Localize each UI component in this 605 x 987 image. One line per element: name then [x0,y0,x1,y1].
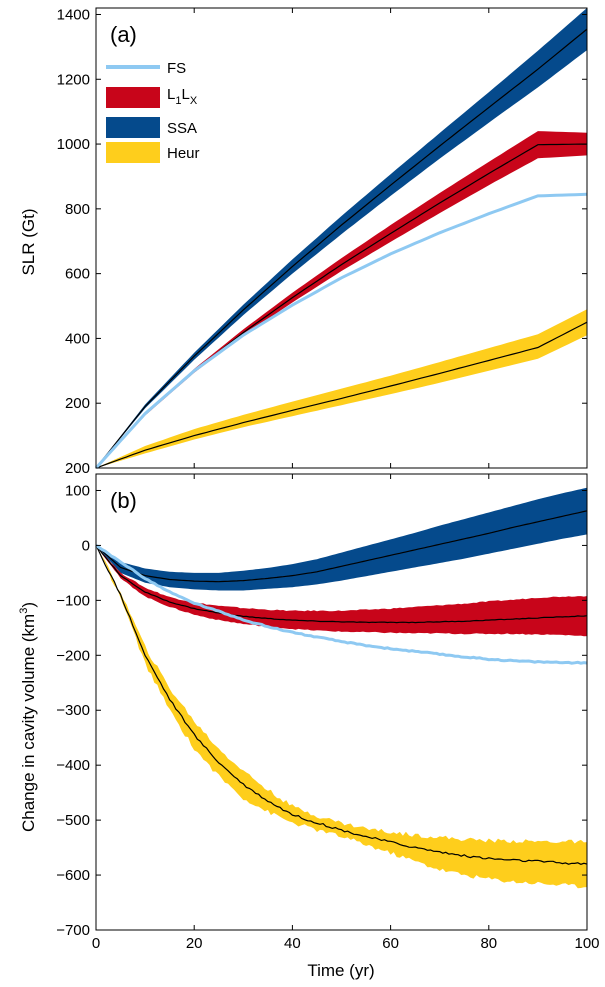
legend-l1lx-label: L1LX [167,86,198,107]
y-tick-label: 1400 [57,6,90,23]
legend-heur-swatch [106,142,160,163]
mean-line-ssa [95,28,588,469]
panel-a: 200 200 400 600 800 1000 1200 1400 (a) SLR (Gt)… [19,6,588,477]
y-tick-label: −500 [56,812,90,829]
y-tick-label: 200 [65,395,90,412]
panel-b-y-axis-label: Change in cavity volume (km3) [18,602,38,832]
panel-a-data-layer [94,8,588,470]
legend-ssa-label: SSA [167,120,197,137]
panel-b: 0 20 40 60 80 100 −700 −600 −500 −400 −300 −200 −100… [18,473,600,980]
legend-l1lx-label-main: L [167,86,175,103]
panel-a-frame [95,7,588,469]
legend-l1lx-label-sub1: 1 [175,95,181,107]
legend-heur-label: Heur [167,145,200,162]
band-l1lx [96,131,587,468]
y-tick-label: −700 [56,922,90,939]
y-tick-label: 600 [65,266,90,283]
x-tick-label: 20 [186,935,203,952]
band-heur [96,309,587,468]
y-tick-label: 800 [65,201,90,218]
legend-item-ssa: SSA [106,117,197,138]
panel-a-ticks: 200 200 400 600 800 1000 1200 1400 [57,6,588,477]
panel-b-y-axis-label-sup: 3 [18,608,30,614]
legend-l1lx-label-main2: L [181,86,189,103]
mean-line-heur [95,321,588,469]
line-fs [95,544,588,665]
x-tick-label: 60 [382,935,399,952]
y-tick-label: 200 [65,460,90,477]
x-tick-label: 40 [284,935,301,952]
panel-b-y-axis-label-main: Change in cavity volume (km [19,614,38,832]
panel-b-y-axis-label-end: ) [19,602,38,608]
mean-line-ssa [95,510,588,583]
legend-item-heur: Heur [106,142,200,163]
y-tick-label: −600 [56,867,90,884]
legend-item-fs: FS [106,60,186,77]
panel-a-label: (a) [110,22,137,47]
panel-b-ticks: 0 20 40 60 80 100 −700 −600 −500 −400 −300 −200 −100… [56,474,600,952]
band-heur [96,545,587,889]
x-tick-label: 100 [574,935,599,952]
x-tick-label: 0 [92,935,100,952]
panel-b-frame [95,473,588,931]
y-tick-label: 0 [82,537,90,554]
legend-l1lx-label-sub2: X [190,95,198,107]
y-tick-label: −200 [56,647,90,664]
y-tick-label: −100 [56,592,90,609]
mean-line-l1lx [95,143,587,469]
y-tick-label: 1000 [57,136,90,153]
legend-item-l1lx: L1LX [106,86,198,108]
legend-l1lx-swatch [106,87,160,108]
band-ssa [96,8,587,468]
line-fs [94,192,588,470]
band-ssa [96,487,587,591]
mean-line-heur [95,545,588,865]
legend: FS L1LX SSA Heur [106,60,200,163]
panel-b-label: (b) [110,488,137,513]
y-tick-label: 100 [65,482,90,499]
y-tick-label: 1200 [57,71,90,88]
y-tick-label: −400 [56,757,90,774]
band-l1lx [96,545,587,637]
legend-fs-label: FS [167,60,186,77]
y-tick-label: −300 [56,702,90,719]
x-tick-label: 80 [480,935,497,952]
legend-ssa-swatch [106,117,160,138]
panel-a-y-axis-label: SLR (Gt) [19,208,38,275]
panel-b-x-axis-label: Time (yr) [307,961,374,980]
panel-b-data-layer [95,487,588,889]
y-tick-label: 400 [65,330,90,347]
mean-line-l1lx [95,545,588,624]
